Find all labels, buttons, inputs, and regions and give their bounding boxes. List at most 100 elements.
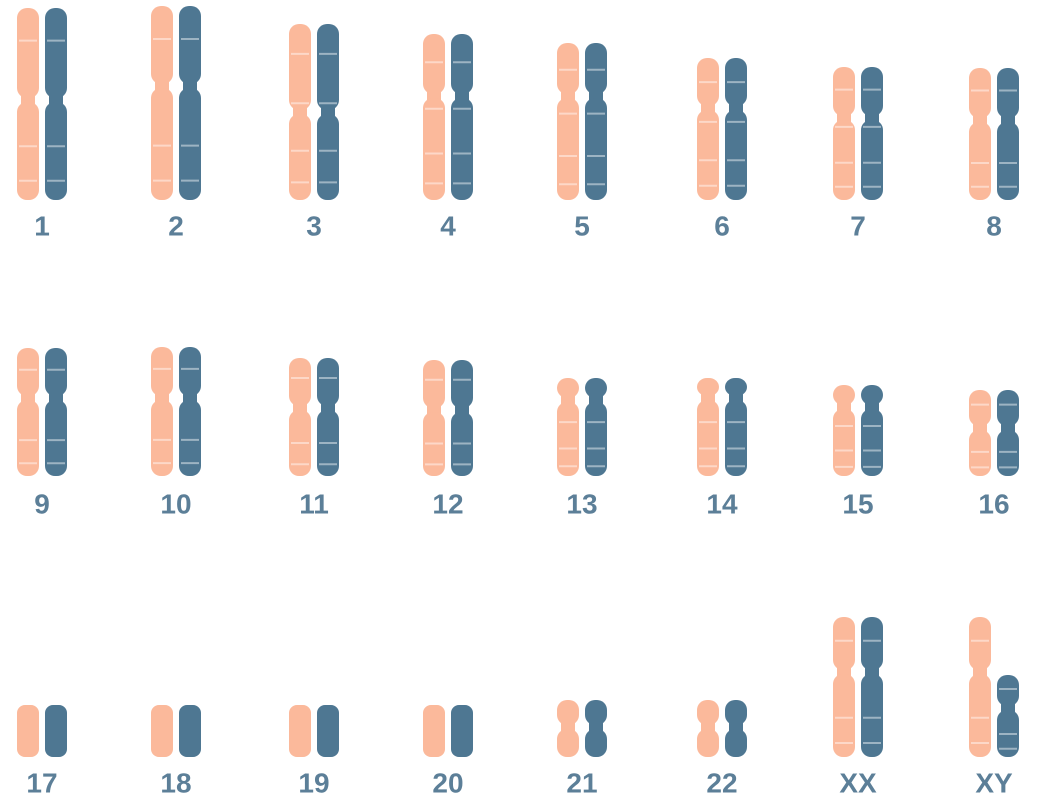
p-arm [833,67,855,116]
karyotype: 12345678910111213141516171819202122XXXY [0,0,1040,802]
chromosome-pair [17,348,67,476]
chromosome-pair [289,24,339,200]
chromosome-label: 7 [850,210,866,241]
chromosome-label: 1 [34,210,50,241]
p-arm [179,347,201,396]
chromosome-label: 20 [432,767,463,798]
chromosome-label: 18 [160,767,191,798]
p-arm [725,378,747,396]
chromosome-pair [289,705,339,757]
chromosome-label: 2 [168,210,184,241]
chromosome-label: 22 [706,767,737,798]
chromatid [289,705,311,757]
p-arm [861,385,883,405]
p-arm [725,700,747,725]
q-arm [179,400,201,476]
chromosome-label: 13 [566,488,597,519]
p-arm [289,24,311,110]
chromosome-pair [833,617,883,757]
q-arm [997,122,1019,200]
q-arm [697,400,719,476]
q-arm [451,98,473,200]
p-arm [317,24,339,110]
q-arm [969,122,991,200]
chromosome-pair [969,617,1019,757]
p-arm [151,6,173,84]
q-arm [997,430,1019,476]
chromosome-label: 19 [298,767,329,798]
chromosome-pair [969,68,1019,200]
q-arm [557,729,579,757]
q-arm [969,674,991,757]
chromosome-label: 16 [978,488,1009,519]
chromosome-pair [151,705,201,757]
p-arm [833,385,855,405]
q-arm [317,114,339,200]
chromatid [17,705,39,757]
p-arm [557,43,579,94]
chromosome-label: 11 [299,488,329,519]
q-arm [833,120,855,200]
p-arm [861,617,883,670]
q-arm [969,430,991,476]
chromosome-pair [17,8,67,200]
p-arm [997,390,1019,426]
chromosome-label: 12 [432,488,463,519]
q-arm [585,729,607,757]
chromatid [45,705,67,757]
chromatid [151,705,173,757]
chromatid [179,705,201,757]
chromosome-pair [151,347,201,476]
chromosome-pair [557,700,607,757]
chromatid [451,705,473,757]
p-arm [585,43,607,94]
chromosome-pair [423,360,473,476]
chromosome-pair [557,43,607,200]
chromosome-label: XY [975,767,1013,798]
q-arm [151,400,173,476]
chromosome-label: 21 [566,767,597,798]
q-arm [17,102,39,200]
p-arm [697,378,719,396]
p-arm [697,700,719,725]
chromosome-label: XX [839,767,877,798]
chromosome-label: 8 [986,210,1002,241]
chromosome-pair [423,705,473,757]
chromosome-pair [697,378,747,476]
p-arm [289,358,311,406]
p-arm [423,34,445,94]
chromosome-label: 10 [160,488,191,519]
q-arm [423,98,445,200]
p-arm [969,617,991,670]
p-arm [585,378,607,398]
chromosome-pair [557,378,607,476]
chromosome-label: 17 [26,767,57,798]
p-arm [451,360,473,408]
q-arm [289,114,311,200]
chromosome-pair [833,67,883,200]
q-arm [179,88,201,200]
p-arm [45,348,67,396]
q-arm [17,400,39,476]
p-arm [451,34,473,94]
p-arm [969,390,991,426]
q-arm [861,120,883,200]
q-arm [45,400,67,476]
q-arm [833,674,855,757]
p-arm [861,67,883,116]
p-arm [151,347,173,396]
p-arm [423,360,445,408]
q-arm [557,402,579,476]
p-arm [557,378,579,398]
p-arm [585,700,607,725]
p-arm [997,68,1019,118]
p-arm [969,68,991,118]
chromosome-pair [969,390,1019,476]
chromosome-label: 14 [706,488,738,519]
chromatid [317,705,339,757]
chromosome-label: 5 [574,210,590,241]
chromosome-pair [17,705,67,757]
p-arm [45,8,67,98]
chromosome-label: 6 [714,210,730,241]
q-arm [861,674,883,757]
